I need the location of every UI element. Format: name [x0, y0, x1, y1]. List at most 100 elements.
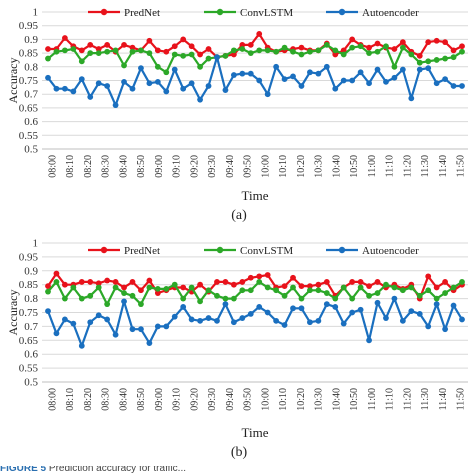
- data-point-prednet: [433, 37, 440, 44]
- data-point-prednet: [298, 283, 305, 289]
- data-point-convlstm: [205, 55, 212, 62]
- data-point-convlstm: [256, 47, 263, 54]
- data-point-convlstm: [230, 47, 237, 54]
- x-tick-label: 09:50: [243, 388, 254, 411]
- x-tick-label: 10:20: [296, 155, 307, 178]
- data-point-prednet: [340, 47, 347, 54]
- x-tick-label: 10:50: [349, 155, 360, 178]
- data-point-autoencoder: [416, 66, 423, 73]
- data-point-convlstm: [180, 52, 187, 59]
- x-tick-label: 08:50: [136, 155, 147, 178]
- data-point-autoencoder: [391, 295, 398, 302]
- data-point-prednet: [315, 281, 322, 288]
- data-point-convlstm: [374, 290, 381, 296]
- data-point-autoencoder: [425, 65, 432, 72]
- data-point-convlstm: [433, 295, 440, 302]
- legend-marker-convlstm: [216, 8, 224, 16]
- data-point-prednet: [230, 281, 237, 288]
- data-point-convlstm: [399, 44, 406, 51]
- data-point-convlstm: [197, 298, 203, 305]
- x-tick-label: 09:00: [154, 388, 165, 411]
- data-point-autoencoder: [239, 315, 246, 321]
- data-point-prednet: [45, 46, 51, 52]
- data-point-convlstm: [154, 285, 161, 292]
- data-point-autoencoder: [357, 306, 364, 313]
- legend-marker-prednet: [100, 246, 108, 254]
- y-tick-label: 0.95: [19, 20, 39, 32]
- data-point-autoencoder: [357, 69, 364, 76]
- data-point-autoencoder: [290, 305, 296, 312]
- y-tick-label: 0.5: [24, 144, 38, 156]
- data-point-autoencoder: [340, 320, 347, 327]
- data-point-convlstm: [154, 63, 161, 70]
- x-tick-label: 10:50: [349, 388, 360, 411]
- x-tick-label: 11:20: [402, 155, 413, 177]
- data-point-prednet: [104, 41, 111, 48]
- data-point-autoencoder: [214, 54, 220, 61]
- data-point-convlstm: [399, 287, 406, 294]
- x-tick-label: 11:10: [385, 155, 396, 177]
- data-point-convlstm: [416, 292, 423, 299]
- data-point-convlstm: [104, 48, 111, 55]
- data-point-prednet: [121, 41, 127, 48]
- data-point-convlstm: [146, 284, 153, 291]
- data-point-autoencoder: [307, 319, 313, 326]
- y-tick-label: 0.75: [19, 307, 39, 319]
- panel-label: (b): [231, 445, 248, 460]
- data-point-prednet: [256, 273, 263, 280]
- x-axis-title: Time: [242, 425, 269, 440]
- data-point-convlstm: [256, 279, 263, 285]
- data-point-convlstm: [408, 284, 415, 291]
- data-point-autoencoder: [171, 313, 178, 320]
- x-tick-label: 11:40: [438, 388, 449, 410]
- data-point-autoencoder: [53, 85, 60, 92]
- y-tick-label: 0.55: [19, 130, 39, 142]
- figure-caption-text: FIGURE 5 Prediction accuracy for traffic…: [0, 466, 186, 474]
- data-point-convlstm: [349, 295, 356, 302]
- x-tick-label: 08:40: [118, 155, 129, 178]
- data-point-convlstm: [264, 284, 271, 291]
- data-point-autoencoder: [383, 315, 389, 321]
- data-point-prednet: [281, 283, 288, 289]
- data-point-prednet: [256, 31, 263, 37]
- data-point-prednet: [197, 281, 203, 288]
- x-tick-label: 10:40: [331, 388, 342, 411]
- y-tick-label: 0.5: [24, 377, 38, 389]
- data-point-convlstm: [340, 51, 347, 58]
- data-point-convlstm: [442, 290, 449, 296]
- panel-label: (a): [231, 208, 247, 223]
- data-point-convlstm: [163, 285, 170, 292]
- data-point-prednet: [416, 52, 423, 59]
- data-point-convlstm: [146, 50, 153, 56]
- data-point-convlstm: [332, 47, 339, 54]
- data-point-autoencoder: [230, 319, 237, 326]
- legend-label-convlstm: ConvLSTM: [240, 7, 293, 19]
- data-point-autoencoder: [433, 301, 440, 308]
- x-tick-label: 11:30: [420, 155, 431, 177]
- x-tick-label: 08:40: [118, 388, 129, 411]
- x-tick-label: 08:50: [136, 388, 147, 411]
- data-point-autoencoder: [391, 74, 398, 81]
- x-tick-label: 11:20: [402, 388, 413, 410]
- data-point-autoencoder: [222, 87, 229, 93]
- data-point-convlstm: [349, 44, 356, 51]
- x-tick-label: 08:20: [83, 388, 94, 411]
- data-point-autoencoder: [146, 80, 153, 87]
- x-tick-label: 09:40: [225, 388, 236, 411]
- x-tick-label: 11:00: [367, 388, 378, 410]
- figure-caption: FIGURE 5 Prediction accuracy for traffic…: [0, 466, 474, 476]
- data-point-autoencoder: [205, 315, 212, 321]
- data-point-prednet: [146, 277, 153, 284]
- data-point-prednet: [180, 284, 187, 291]
- y-tick-label: 0.65: [19, 102, 39, 114]
- data-point-autoencoder: [349, 77, 356, 84]
- data-point-convlstm: [180, 295, 187, 302]
- data-point-autoencoder: [188, 316, 195, 323]
- data-point-autoencoder: [154, 78, 161, 85]
- data-point-prednet: [239, 279, 246, 285]
- data-point-prednet: [323, 279, 330, 285]
- data-point-prednet: [138, 287, 144, 294]
- data-point-convlstm: [323, 290, 330, 296]
- data-point-convlstm: [112, 284, 119, 291]
